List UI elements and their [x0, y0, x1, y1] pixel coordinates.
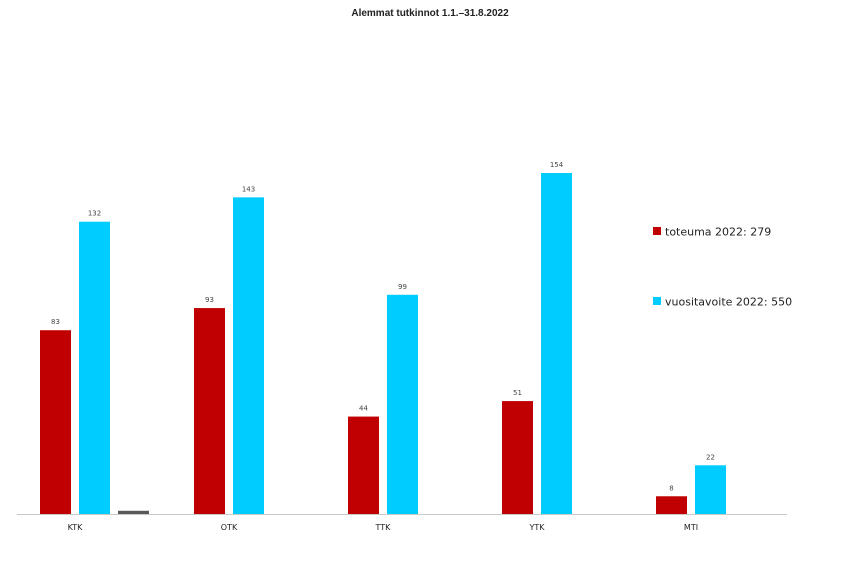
bar-ytk-series-0 — [502, 401, 533, 514]
data-label-mti-series-0: 8 — [669, 484, 673, 492]
bar-ktk-extra-0 — [118, 510, 149, 514]
bar-ttk-series-1 — [387, 294, 418, 514]
x-tick-ktk: KTK — [68, 523, 84, 532]
legend-label-vuositavoite: vuositavoite 2022: 550 — [665, 296, 792, 309]
data-label-ktk-series-0: 83 — [51, 318, 60, 326]
bar-mti-series-1 — [695, 465, 726, 514]
data-label-ytk-series-0: 51 — [513, 389, 522, 397]
legend-label-toteuma: toteuma 2022: 279 — [665, 226, 771, 239]
data-label-otk-series-1: 143 — [242, 185, 255, 193]
x-tick-ttk: TTK — [375, 523, 392, 532]
x-tick-mti: MTI — [684, 523, 698, 532]
data-label-ktk-series-1: 132 — [88, 210, 101, 218]
data-label-mti-series-1: 22 — [706, 453, 715, 461]
bar-otk-series-0 — [194, 308, 225, 514]
data-label-ttk-series-0: 44 — [359, 405, 368, 413]
legend-swatch-toteuma — [653, 227, 661, 235]
data-label-ttk-series-1: 99 — [398, 283, 407, 291]
bar-ytk-series-1 — [541, 173, 572, 514]
data-label-otk-series-0: 93 — [205, 296, 214, 304]
bar-otk-series-1 — [233, 197, 264, 514]
bar-mti-series-0 — [656, 496, 687, 514]
bar-ktk-series-1 — [79, 221, 110, 514]
data-label-ytk-series-1: 154 — [550, 161, 564, 169]
legend-swatch-vuositavoite — [653, 297, 661, 305]
bars: 83 132 93 143 44 99 51 154 8 22 — [40, 161, 726, 514]
chart-title: Alemmat tutkinnot 1.1.–31.8.2022 — [351, 8, 509, 19]
bar-ttk-series-0 — [348, 416, 379, 514]
bar-ktk-series-0 — [40, 330, 71, 514]
legend: toteuma 2022: 279 vuositavoite 2022: 550 — [653, 226, 792, 309]
x-tick-labels: KTK OTK TTK YTK MTI — [68, 523, 698, 532]
x-tick-ytk: YTK — [528, 523, 545, 532]
x-tick-otk: OTK — [221, 523, 238, 532]
